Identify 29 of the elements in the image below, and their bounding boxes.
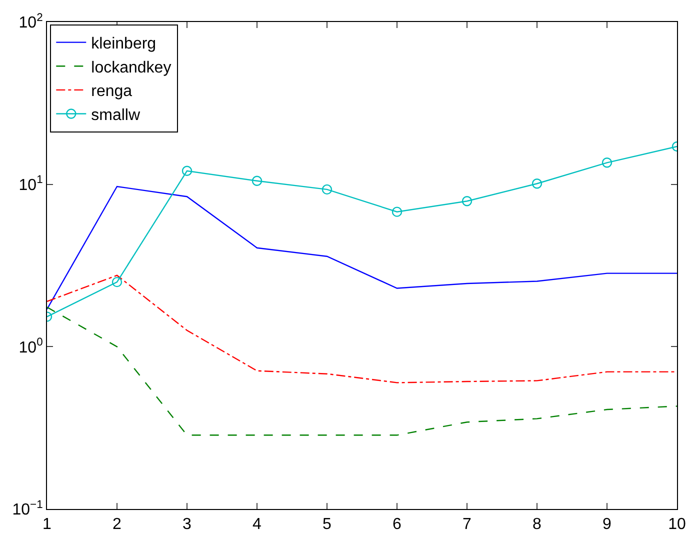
x-tick-label: 6 xyxy=(392,516,402,534)
x-tick-label: 1 xyxy=(42,516,52,534)
point xyxy=(392,206,402,217)
legend-label: lockandkey xyxy=(91,59,172,76)
legend-label: renga xyxy=(91,83,132,100)
line-series xyxy=(47,306,677,436)
point xyxy=(532,178,542,189)
x-tick-label: 4 xyxy=(252,516,262,534)
x-tick-label: 8 xyxy=(532,516,542,534)
line-series xyxy=(47,186,677,310)
legend-label: kleinberg xyxy=(91,36,156,53)
x-tick-label: 2 xyxy=(112,516,122,534)
x-tick-label: 10 xyxy=(668,516,686,534)
legend-label: smallw xyxy=(91,106,140,124)
point xyxy=(112,276,122,288)
x-tick-label: 7 xyxy=(462,516,472,534)
point xyxy=(322,184,332,195)
x-tick-label: 9 xyxy=(602,516,612,534)
point xyxy=(182,166,192,176)
point xyxy=(602,158,612,168)
y-tick-label: 10$^{1}$ xyxy=(18,174,43,194)
point xyxy=(252,176,262,186)
x-tick-label: 3 xyxy=(182,516,192,534)
y-tick-label: 10$^{0}$ xyxy=(18,336,43,356)
x-tick-label: 5 xyxy=(322,516,332,534)
y-tick-label: 10$^{2}$ xyxy=(18,12,43,32)
point xyxy=(462,196,472,206)
line-series xyxy=(47,274,677,384)
y-tick-label: 10$^{−1}$ xyxy=(12,498,43,519)
